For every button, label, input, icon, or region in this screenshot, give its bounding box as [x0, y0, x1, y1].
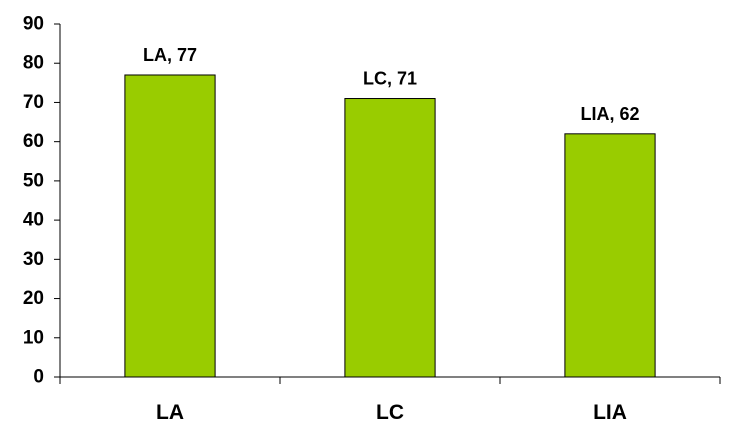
y-tick-label: 90: [23, 14, 44, 35]
y-tick-label: 70: [23, 92, 44, 113]
bars: [124, 74, 656, 378]
bar-la: [124, 74, 216, 378]
x-category-label: LA: [156, 401, 184, 424]
x-category-label: LIA: [593, 401, 627, 424]
y-tick-label: 30: [23, 249, 44, 270]
y-tick-label: 80: [23, 53, 44, 74]
x-category-label: LC: [376, 401, 404, 424]
y-tick-label: 20: [23, 288, 44, 309]
data-label-la: LA, 77: [143, 45, 197, 65]
y-tick-label: 0: [33, 367, 44, 388]
bar-lia: [564, 133, 656, 378]
y-tick-label: 50: [23, 170, 44, 191]
data-labels: LA, 77 LC, 71 LIA, 62: [143, 45, 640, 124]
x-axis: LA LC LIA: [59, 376, 721, 424]
data-label-lia: LIA, 62: [580, 104, 639, 124]
y-axis: 0 10 20 30 40 50 60 70 80 90: [23, 14, 61, 388]
bar-lc: [344, 98, 436, 378]
y-tick-label: 40: [23, 210, 44, 231]
data-label-lc: LC, 71: [363, 69, 417, 89]
y-tick-label: 10: [23, 327, 44, 348]
y-tick-label: 60: [23, 131, 44, 152]
